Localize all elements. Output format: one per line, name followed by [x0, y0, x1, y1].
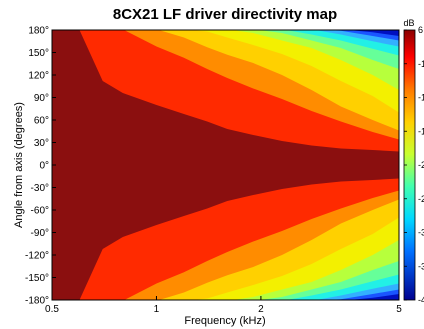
chart-title: 8CX21 LF driver directivity map: [113, 6, 337, 23]
y-tick-label: 90°: [34, 93, 49, 104]
y-tick-label: -150°: [25, 273, 49, 284]
heatmap-plot-area: [52, 30, 399, 300]
x-tick-label: 5: [396, 304, 402, 315]
x-tick-label: 1: [154, 304, 160, 315]
heatmap-band-0db: [52, 30, 399, 300]
y-tick-label: -90°: [31, 228, 49, 239]
x-tick-label: 2: [258, 304, 264, 315]
y-tick-label: 120°: [28, 71, 49, 82]
y-tick-label: -60°: [31, 206, 49, 217]
y-tick-label: 60°: [34, 116, 49, 127]
colorbar-tick-label: -1: [418, 126, 424, 136]
x-axis-label: Frequency (kHz): [184, 315, 265, 327]
y-axis-label: Angle from axis (degrees): [13, 102, 25, 228]
colorbar-tick-label: 6: [418, 25, 423, 35]
y-tick-label: -120°: [25, 251, 49, 262]
colorbar-unit: dB: [403, 18, 414, 28]
x-axis: 0.5 1 2 5: [45, 296, 402, 315]
colorbar-tick-label: -3: [418, 261, 424, 271]
x-tick-label: 0.5: [45, 304, 59, 315]
colorbar-tick-label: -2: [418, 194, 424, 204]
colorbar-tick-label: -4: [418, 295, 424, 305]
y-tick-label: 0°: [39, 161, 49, 172]
colorbar-tick-label: -3: [418, 228, 424, 238]
colorbar-ticks: 6 -1 -1 -1 -2 -2 -3 -3 -4: [404, 25, 424, 305]
colorbar-tick-label: -1: [418, 59, 424, 69]
y-axis: 180° 150° 120° 90° 60° 30° 0° -30° -60° -90° -120°…: [25, 26, 56, 307]
colorbar-tick-label: -2: [418, 160, 424, 170]
y-tick-label: 30°: [34, 138, 49, 149]
y-tick-label: 150°: [28, 48, 49, 59]
colorbar-tick-label: -1: [418, 93, 424, 103]
y-tick-label: -180°: [25, 296, 49, 307]
y-tick-label: 180°: [28, 26, 49, 37]
y-tick-label: -30°: [31, 183, 49, 194]
